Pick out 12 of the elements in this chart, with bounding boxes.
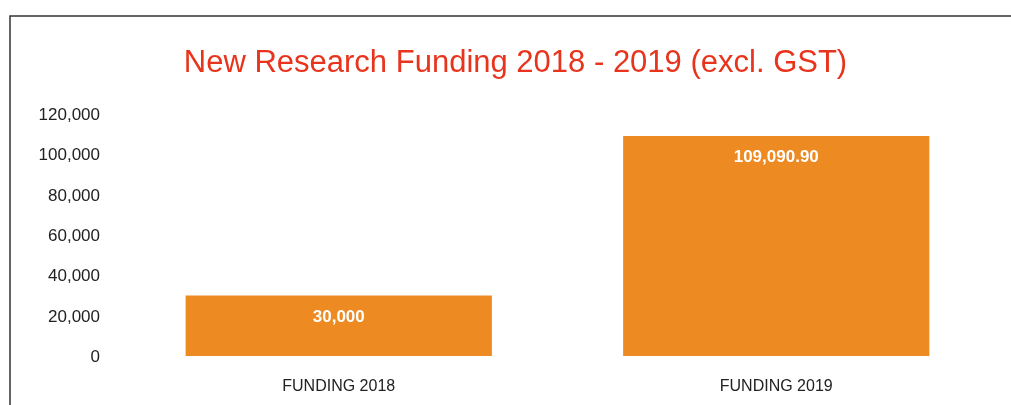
chart-title: New Research Funding 2018 - 2019 (excl. GST) <box>183 44 848 79</box>
y-tick-label: 0 <box>90 346 100 366</box>
x-tick-label: FUNDING 2018 <box>282 376 396 394</box>
y-tick-label: 20,000 <box>48 306 100 326</box>
data-label: 109,090.90 <box>733 147 819 166</box>
y-tick-label: 80,000 <box>48 185 100 205</box>
y-tick-label: 120,000 <box>38 104 100 124</box>
x-tick-label: FUNDING 2019 <box>719 376 833 394</box>
y-tick-label: 100,000 <box>38 145 100 165</box>
y-tick-label: 60,000 <box>48 225 100 245</box>
y-tick-label: 40,000 <box>48 266 100 286</box>
data-label: 30,000 <box>312 306 365 326</box>
